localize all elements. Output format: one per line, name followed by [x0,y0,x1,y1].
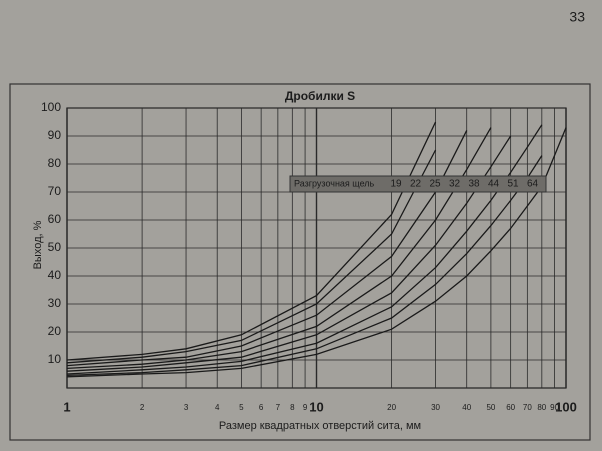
legend-entry: 32 [449,179,461,190]
legend-entry: 19 [390,179,402,190]
x-axis-label: Размер квадратных отверстий сита, мм [219,420,421,432]
y-tick-label: 40 [48,268,62,282]
legend-title: Разгрузочная щель [294,178,375,188]
x-tick-label: 90 [550,403,559,412]
x-tick-label: 30 [431,403,440,412]
y-tick-label: 100 [41,100,61,114]
x-tick-label: 100 [555,399,577,414]
legend-entry: 22 [410,179,422,190]
x-tick-label: 20 [387,403,396,412]
x-tick-label: 7 [276,403,281,412]
legend-box [289,175,547,193]
x-tick-label: 8 [290,403,295,412]
chart-title: Дробилки S [285,89,355,103]
x-tick-label: 6 [259,403,264,412]
series-line [66,155,543,377]
y-tick-label: 30 [48,296,62,310]
legend-entry: 44 [488,179,500,190]
legend-entry: 25 [429,179,441,190]
x-tick-label: 70 [523,403,532,412]
page-number: 33 [569,9,585,25]
y-axis-label: Выход, % [32,220,44,269]
x-tick-label: 40 [462,403,471,412]
y-tick-label: 60 [48,212,62,226]
x-tick-label: 60 [506,403,515,412]
y-tick-label: 20 [48,324,62,338]
x-tick-label: 50 [486,403,495,412]
x-tick-label: 9 [303,403,308,412]
legend-entry: 51 [507,179,519,190]
series-line [66,124,543,375]
legend-entry: 38 [468,179,480,190]
series-line [66,121,437,361]
x-tick-label: 1 [63,399,70,414]
x-tick-label: 4 [215,403,220,412]
y-tick-label: 10 [48,352,62,366]
legend-entry: 64 [527,179,539,190]
y-tick-label: 70 [48,184,62,198]
series-line [66,149,437,364]
x-tick-label: 10 [309,399,323,414]
y-tick-label: 80 [48,156,62,170]
x-tick-label: 5 [239,403,244,412]
series-line [66,127,567,378]
frame [9,83,591,441]
y-tick-label: 90 [48,128,62,142]
series-line [66,130,468,367]
x-tick-label: 80 [537,403,546,412]
x-tick-label: 3 [184,403,189,412]
x-tick-label: 2 [140,403,145,412]
y-tick-label: 50 [48,240,62,254]
